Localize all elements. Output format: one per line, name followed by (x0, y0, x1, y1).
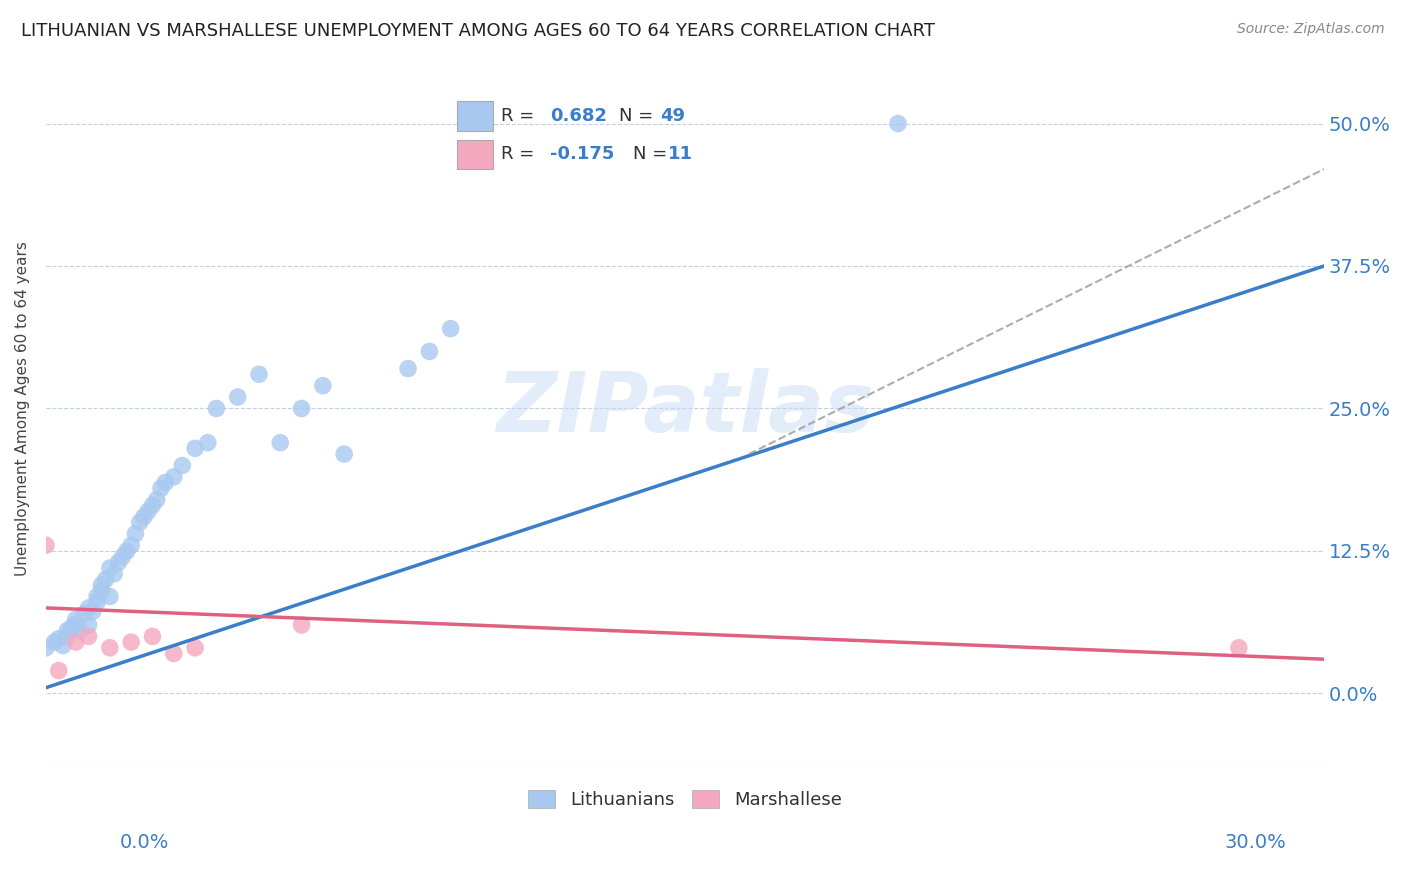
Point (269, 435, 291, 450)
Point (77, 601, 100, 615)
Point (44, 635, 66, 649)
Point (90, 578, 112, 592)
Point (163, 647, 186, 661)
Point (103, 566, 125, 581)
Point (111, 549, 134, 564)
Point (163, 470, 186, 484)
Point (136, 504, 159, 518)
Point (1227, 640, 1250, 655)
Point (82, 604, 104, 618)
Point (35, 538, 58, 552)
Point (56, 624, 79, 638)
Point (132, 509, 155, 524)
Point (98, 590, 121, 604)
Point (145, 492, 167, 507)
Text: LITHUANIAN VS MARSHALLESE UNEMPLOYMENT AMONG AGES 60 TO 64 YEARS CORRELATION CHA: LITHUANIAN VS MARSHALLESE UNEMPLOYMENT A… (21, 22, 935, 40)
Point (60, 620, 83, 634)
Text: Source: ZipAtlas.com: Source: ZipAtlas.com (1237, 22, 1385, 37)
Point (98, 561, 121, 575)
Point (226, 390, 249, 404)
Point (98, 640, 121, 655)
Point (35, 640, 58, 655)
Point (172, 458, 194, 473)
Point (120, 538, 142, 552)
Point (141, 499, 163, 513)
Point (107, 555, 129, 569)
Point (86, 595, 108, 609)
Point (312, 378, 335, 392)
Point (418, 344, 440, 359)
Point (48, 664, 70, 678)
Point (65, 618, 87, 632)
Point (290, 618, 312, 632)
Text: 30.0%: 30.0% (1225, 833, 1286, 853)
Point (56, 629, 79, 643)
Point (69, 624, 91, 638)
Point (197, 435, 219, 450)
Text: 0.0%: 0.0% (120, 833, 169, 853)
Point (155, 475, 177, 490)
Point (52, 639, 75, 653)
Point (65, 612, 87, 626)
Point (120, 635, 142, 649)
Point (333, 447, 356, 461)
Point (115, 544, 138, 558)
Point (48, 632, 70, 646)
Point (73, 607, 96, 621)
Point (150, 481, 173, 495)
Point (887, 116, 910, 130)
Point (290, 401, 312, 416)
Point (128, 516, 150, 530)
Point (94, 573, 117, 587)
Point (184, 640, 207, 655)
Point (90, 583, 112, 598)
Point (86, 590, 108, 604)
Point (141, 629, 163, 643)
Point (440, 321, 463, 335)
Point (396, 361, 419, 376)
Point (65, 635, 87, 649)
Point (124, 526, 146, 541)
Point (205, 401, 228, 416)
Point (77, 629, 100, 643)
Y-axis label: Unemployment Among Ages 60 to 64 years: Unemployment Among Ages 60 to 64 years (15, 241, 30, 576)
Legend: Lithuanians, Marshallese: Lithuanians, Marshallese (522, 782, 849, 816)
Point (77, 618, 100, 632)
Point (184, 442, 207, 456)
Text: ZIPatlas: ZIPatlas (496, 368, 875, 449)
Point (247, 368, 270, 382)
